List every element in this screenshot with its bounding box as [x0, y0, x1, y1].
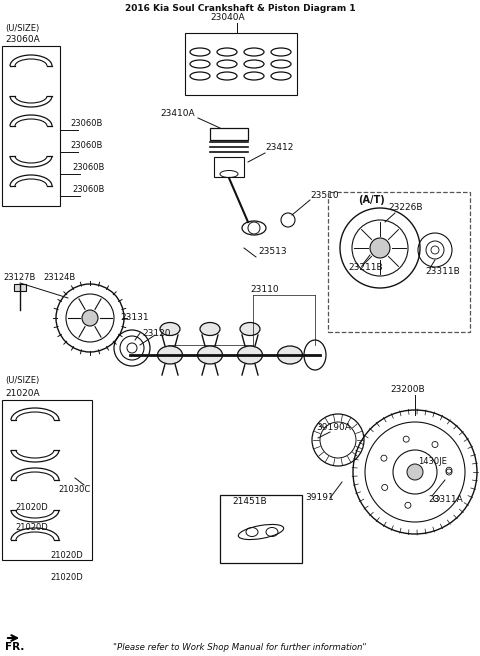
Text: 23513: 23513: [258, 247, 287, 256]
Text: 1430JE: 1430JE: [418, 457, 447, 466]
Bar: [220, 495, 302, 563]
Text: 23060B: 23060B: [70, 119, 102, 129]
Text: 21020D: 21020D: [15, 523, 48, 533]
Text: 39190A: 39190A: [316, 424, 351, 432]
Bar: [2, 400, 92, 560]
Ellipse shape: [277, 346, 302, 364]
Text: 23060A: 23060A: [5, 35, 40, 45]
Bar: [210, 128, 248, 140]
Bar: [185, 33, 297, 95]
Bar: [2, 46, 60, 206]
Text: 23200B: 23200B: [390, 386, 425, 394]
Bar: [214, 157, 244, 177]
Text: (U/SIZE): (U/SIZE): [5, 24, 39, 33]
Ellipse shape: [160, 323, 180, 335]
Ellipse shape: [197, 346, 223, 364]
Text: 23060B: 23060B: [72, 163, 104, 173]
Ellipse shape: [200, 323, 220, 335]
Text: 23124B: 23124B: [43, 274, 75, 283]
Text: 23060B: 23060B: [72, 186, 104, 194]
Text: 23410A: 23410A: [160, 108, 194, 117]
Text: 23226B: 23226B: [388, 203, 422, 213]
Text: FR.: FR.: [5, 642, 24, 652]
Bar: [328, 192, 470, 332]
Bar: [14, 284, 26, 291]
Text: 23311B: 23311B: [425, 268, 460, 276]
Text: (U/SIZE): (U/SIZE): [5, 375, 39, 384]
Ellipse shape: [157, 346, 182, 364]
Text: 23040A: 23040A: [210, 14, 245, 22]
Text: 23060B: 23060B: [70, 142, 102, 150]
Text: 21020A: 21020A: [5, 388, 40, 398]
Text: 23110: 23110: [250, 285, 278, 295]
Text: 23131: 23131: [120, 314, 149, 323]
Text: 21451B: 21451B: [232, 497, 266, 506]
Text: 39191: 39191: [305, 493, 334, 502]
Text: 23127B: 23127B: [3, 274, 36, 283]
Circle shape: [82, 310, 98, 326]
Text: 21030C: 21030C: [58, 485, 90, 495]
Text: 21020D: 21020D: [50, 550, 83, 560]
Text: 23510: 23510: [310, 190, 338, 199]
Circle shape: [407, 464, 423, 480]
Text: 21020D: 21020D: [50, 573, 83, 583]
Text: 23211B: 23211B: [348, 264, 383, 272]
Text: (A/T): (A/T): [358, 195, 385, 205]
Text: 21020D: 21020D: [15, 504, 48, 512]
Text: 23120: 23120: [142, 329, 170, 337]
Ellipse shape: [240, 323, 260, 335]
Text: 23311A: 23311A: [428, 495, 463, 504]
Text: 2016 Kia Soul Crankshaft & Piston Diagram 1: 2016 Kia Soul Crankshaft & Piston Diagra…: [125, 4, 355, 13]
Text: "Please refer to Work Shop Manual for further information": "Please refer to Work Shop Manual for fu…: [113, 642, 367, 651]
Circle shape: [370, 238, 390, 258]
Ellipse shape: [238, 346, 263, 364]
Text: 23412: 23412: [265, 144, 293, 152]
